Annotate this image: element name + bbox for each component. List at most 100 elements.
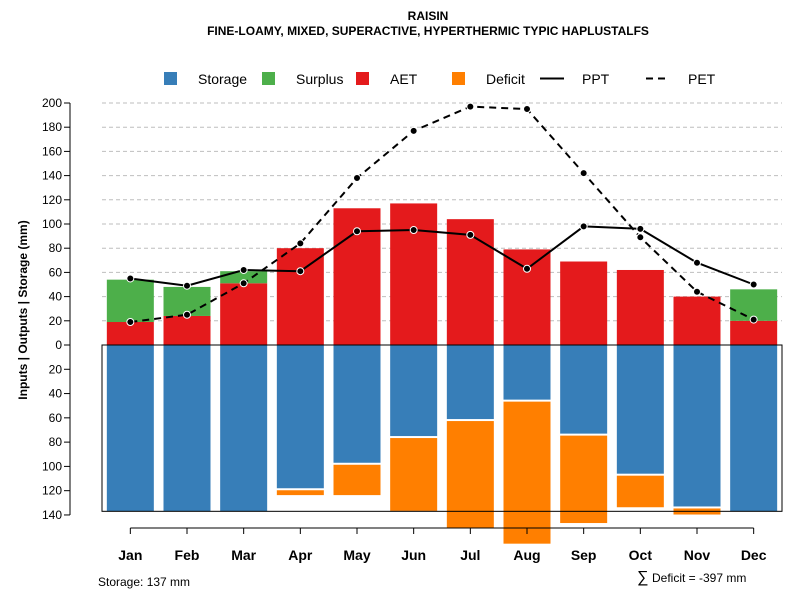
y-tick-label: 200 xyxy=(42,96,62,110)
storage-bar xyxy=(673,345,721,507)
legend-swatch xyxy=(164,72,177,85)
storage-bar xyxy=(446,345,494,420)
legend-swatch xyxy=(356,72,369,85)
ppt-point xyxy=(183,281,191,290)
deficit-bar xyxy=(560,435,608,524)
legend: Storage Surplus AET Deficit PPT PET xyxy=(164,71,716,87)
legend-label: PPT xyxy=(582,71,610,87)
y-axis: 2001801601401201008060402002040608010012… xyxy=(42,96,71,522)
legend-label: Surplus xyxy=(296,71,343,87)
aet-bar xyxy=(673,296,721,345)
y-tick-label: 140 xyxy=(42,508,62,522)
ppt-point xyxy=(239,265,248,274)
aet-bar xyxy=(163,315,211,345)
y-tick-label: 80 xyxy=(49,241,63,255)
y-tick-label: 100 xyxy=(42,217,62,231)
pet-point xyxy=(523,105,531,114)
y-tick-label: 40 xyxy=(49,387,63,401)
y-tick-label: 0 xyxy=(55,338,62,352)
ppt-point xyxy=(409,226,418,235)
deficit-bar xyxy=(503,401,551,544)
pet-point xyxy=(693,287,701,296)
storage-bar xyxy=(333,345,381,463)
y-tick-label: 80 xyxy=(49,435,63,449)
ppt-point xyxy=(693,258,701,267)
ppt-point xyxy=(523,264,531,273)
storage-bar xyxy=(560,345,608,434)
x-tick-label: Dec xyxy=(741,547,767,563)
y-tick-label: 160 xyxy=(42,144,62,158)
ppt-point xyxy=(353,227,361,236)
y-tick-label: 100 xyxy=(42,459,62,473)
storage-bar xyxy=(106,345,154,512)
x-tick-label: Mar xyxy=(231,547,256,563)
aet-bar xyxy=(276,248,324,345)
ppt-point xyxy=(126,274,135,283)
x-tick-label: Jul xyxy=(460,547,480,563)
y-tick-label: 140 xyxy=(42,169,62,183)
deficit-bar xyxy=(333,464,381,496)
legend-label: PET xyxy=(688,71,716,87)
pet-point xyxy=(466,102,475,111)
storage-bar xyxy=(616,345,664,474)
ppt-point xyxy=(636,224,645,233)
x-tick-label: Nov xyxy=(684,547,711,563)
aet-bar xyxy=(106,322,154,345)
pet-point xyxy=(126,318,135,327)
y-axis-label: Inputs | Outputs | Storage (mm) xyxy=(16,220,30,399)
deficit-bar xyxy=(616,475,664,508)
y-tick-label: 180 xyxy=(42,120,62,134)
gridlines xyxy=(102,102,782,322)
pet-point xyxy=(296,239,305,248)
deficit-bar xyxy=(446,421,494,528)
pet-point xyxy=(579,169,588,178)
pet-point xyxy=(239,279,248,288)
aet-bar xyxy=(503,249,551,345)
storage-bar xyxy=(503,345,551,400)
x-tick-label: Aug xyxy=(513,547,540,563)
pet-point xyxy=(183,310,191,319)
x-tick-label: Apr xyxy=(288,547,313,563)
aet-bar xyxy=(390,203,438,345)
legend-label: Deficit xyxy=(486,71,525,87)
chart-title: RAISIN xyxy=(408,9,449,23)
x-tick-label: May xyxy=(343,547,370,563)
x-tick-label: Feb xyxy=(175,547,200,563)
storage-bar xyxy=(390,345,438,437)
legend-swatch xyxy=(452,72,465,85)
y-tick-label: 60 xyxy=(49,265,63,279)
storage-bar xyxy=(163,345,211,512)
aet-bar xyxy=(730,320,778,345)
bars xyxy=(101,203,783,544)
aet-bar xyxy=(616,269,664,345)
legend-label: AET xyxy=(390,71,418,87)
deficit-bar xyxy=(390,438,438,511)
legend-label: Storage xyxy=(198,71,247,87)
y-tick-label: 120 xyxy=(42,484,62,498)
ppt-point xyxy=(749,280,758,289)
x-tick-label: Jan xyxy=(118,547,142,563)
ppt-line xyxy=(130,225,755,287)
storage-bar xyxy=(730,345,778,512)
y-tick-label: 40 xyxy=(49,290,63,304)
x-tick-label: Sep xyxy=(571,547,597,563)
surplus-bar xyxy=(106,279,154,323)
x-axis: Jan Feb Mar Apr May Jun Jul Aug Sep Oct Nov Dec xyxy=(118,527,767,563)
pet-line xyxy=(130,105,755,324)
aet-bar xyxy=(560,261,608,345)
x-tick-label: Oct xyxy=(629,547,653,563)
aet-bar xyxy=(220,283,268,345)
pet-point xyxy=(749,315,758,324)
ppt-point xyxy=(579,222,588,231)
pet-point xyxy=(636,233,645,242)
pet-point xyxy=(409,126,418,135)
storage-bar xyxy=(220,345,268,512)
storage-note: Storage: 137 mm xyxy=(98,575,190,589)
y-tick-label: 60 xyxy=(49,411,63,425)
pet-point xyxy=(353,174,361,183)
y-tick-label: 20 xyxy=(49,314,63,328)
series-lines xyxy=(126,102,758,327)
y-tick-label: 120 xyxy=(42,193,62,207)
ppt-point xyxy=(466,230,475,239)
